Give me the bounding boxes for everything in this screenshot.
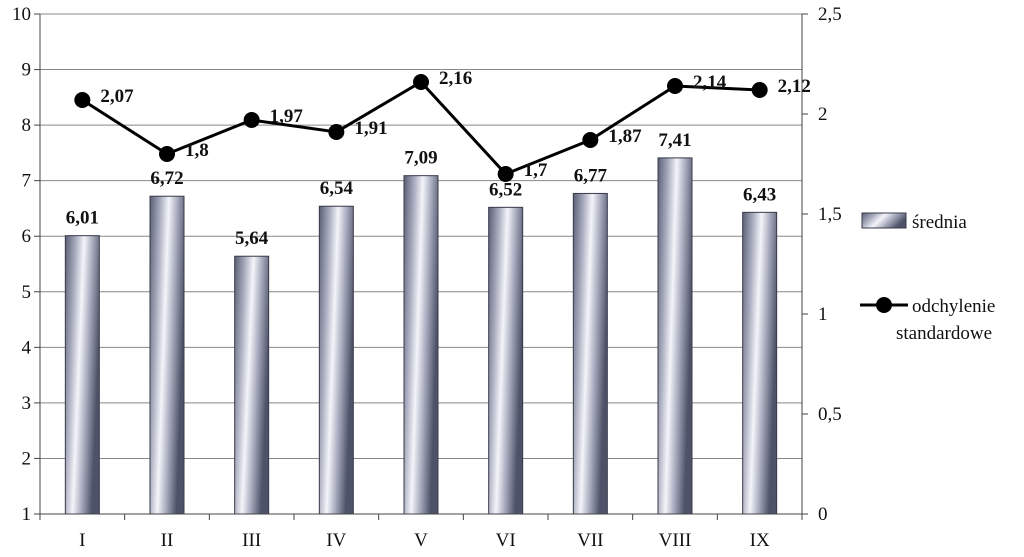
legend-bar-swatch	[861, 212, 907, 229]
x-tick-label: IX	[750, 530, 770, 551]
line-value-label: 1,91	[354, 118, 387, 139]
y-left-tick-label: 3	[22, 393, 32, 414]
line-point	[413, 74, 429, 90]
bar	[234, 255, 270, 515]
bar	[742, 211, 778, 515]
x-tick-label: VIII	[659, 530, 692, 551]
x-tick-label: V	[414, 530, 428, 551]
bar-value-label: 6,52	[489, 179, 522, 200]
bar-value-label: 6,54	[320, 178, 354, 199]
bar	[657, 157, 693, 515]
line-value-label: 2,14	[693, 72, 727, 93]
line-point	[243, 112, 260, 128]
legend-bar-label: średnia	[912, 212, 967, 233]
bar-value-label: 6,01	[66, 208, 99, 229]
y-left-tick-label: 5	[22, 282, 32, 303]
y-left-tick-label: 4	[22, 337, 32, 358]
bar-value-label: 6,77	[574, 165, 608, 186]
y-right-tick-label: 1	[818, 304, 828, 325]
y-right-tick-label: 2	[818, 104, 828, 125]
legend-line-marker	[876, 297, 892, 313]
x-tick-label: II	[161, 530, 174, 551]
line-point	[159, 146, 175, 162]
line-value-label: 1,87	[608, 126, 642, 147]
legend-line-label-2: standardowe	[896, 323, 992, 344]
x-tick-label: IV	[326, 530, 346, 551]
x-tick-label: III	[242, 530, 261, 551]
y-right-tick-label: 0,5	[818, 404, 842, 425]
x-tick-label: VI	[496, 530, 516, 551]
line-value-label: 2,12	[778, 76, 811, 97]
bar-value-label: 6,43	[743, 184, 776, 205]
y-right-tick-label: 1,5	[818, 204, 842, 225]
line-value-label: 2,07	[100, 86, 134, 107]
line-point	[74, 92, 91, 108]
bar	[318, 205, 354, 515]
bar-value-label: 5,64	[235, 228, 269, 249]
bar	[403, 175, 439, 515]
y-left-tick-label: 2	[22, 448, 32, 469]
x-tick-label: I	[79, 530, 85, 551]
y-left-tick-label: 9	[22, 60, 32, 81]
line-value-label: 1,8	[185, 140, 209, 161]
line-point	[497, 166, 514, 182]
bar-series	[64, 157, 778, 515]
line-series	[74, 74, 768, 182]
y-left-tick-label: 1	[22, 504, 32, 525]
bar-value-label: 7,09	[404, 148, 437, 169]
data-labels: 6,01 6,72 5,64 6,54 7,09 6,52 6,77 7,41 6,43 2,07…	[66, 68, 811, 249]
line-point	[667, 78, 683, 94]
line-point	[751, 82, 768, 98]
line-point	[582, 132, 599, 148]
line-value-label: 1,7	[524, 160, 548, 181]
legend-line-label-1: odchylenie	[912, 296, 995, 317]
bar	[572, 192, 608, 515]
bar-value-label: 6,72	[150, 168, 183, 189]
line-value-label: 2,16	[439, 68, 472, 89]
bar	[64, 235, 100, 515]
y-left-tick-label: 8	[22, 115, 32, 136]
y-left-tick-label: 10	[12, 4, 31, 25]
line-value-label: 1,97	[270, 106, 304, 127]
bar	[149, 195, 185, 515]
y-right-tick-label: 2,5	[818, 4, 842, 25]
y-left-tick-label: 6	[22, 226, 32, 247]
line-point	[328, 124, 345, 140]
y-left-tick-label: 7	[22, 171, 32, 192]
y-right-tick-label: 0	[818, 504, 828, 525]
bar	[488, 206, 524, 515]
bar-value-label: 7,41	[658, 130, 691, 151]
x-tick-label: VII	[577, 530, 603, 551]
legend: średnia odchylenie standardowe	[860, 212, 995, 344]
